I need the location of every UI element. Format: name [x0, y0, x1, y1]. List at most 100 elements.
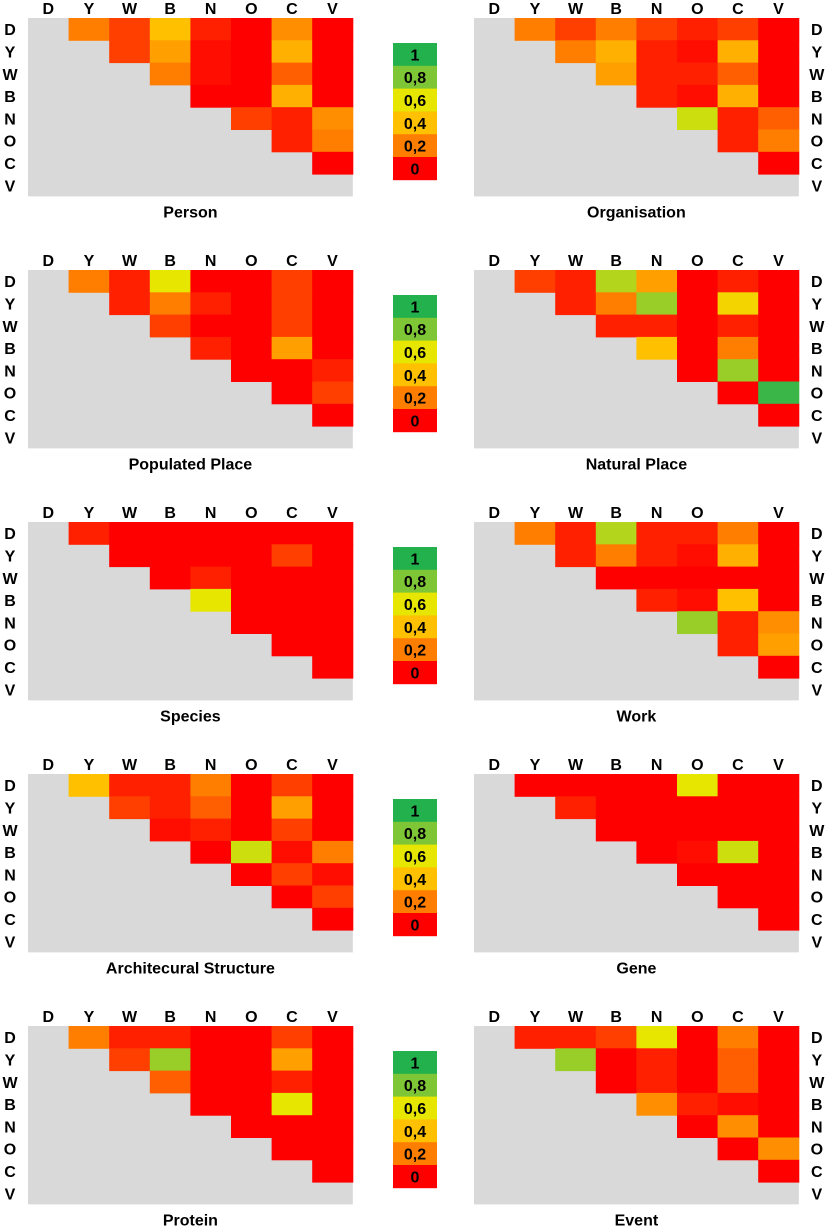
- legend-swatch: [393, 386, 437, 410]
- column-label: D: [43, 1, 55, 18]
- heatmap-cell: [109, 774, 151, 797]
- row-label: B: [811, 89, 823, 106]
- heatmap-cell: [677, 1115, 719, 1138]
- legend-label: 0,4: [404, 116, 426, 133]
- row-label: Y: [811, 296, 822, 313]
- heatmap-cell: [758, 885, 800, 909]
- heatmap-cell: [190, 1070, 232, 1094]
- heatmap-cell: [231, 863, 273, 886]
- column-label: O: [691, 1009, 703, 1026]
- column-label: D: [489, 1, 501, 18]
- heatmap-cell: [636, 818, 678, 842]
- row-label: D: [811, 526, 823, 543]
- heatmap-cell: [555, 1026, 597, 1049]
- heatmap-cell: [636, 62, 678, 86]
- column-label: O: [691, 757, 703, 774]
- heatmap-cell: [555, 774, 597, 797]
- row-label: O: [811, 890, 823, 907]
- heatmap-cell: [758, 796, 800, 820]
- column-label: N: [205, 757, 217, 774]
- column-label: W: [122, 1, 138, 18]
- heatmap-cell: [312, 796, 354, 820]
- heatmap-cell: [271, 1026, 313, 1049]
- heatmap-cell: [109, 40, 151, 64]
- panel-title: Gene: [616, 960, 656, 977]
- heatmap-cell: [758, 1137, 800, 1161]
- heatmap-cell: [231, 566, 273, 590]
- heatmap-cell: [190, 62, 232, 86]
- column-label: B: [610, 1, 622, 18]
- heatmap-cell: [312, 885, 354, 909]
- heatmap-cell: [758, 840, 800, 864]
- heatmap-cell: [595, 62, 637, 86]
- heatmap-cell: [717, 270, 759, 293]
- row-label: V: [811, 178, 822, 195]
- column-label: O: [245, 1009, 257, 1026]
- heatmap-cell: [271, 1137, 313, 1161]
- legend-swatch: [393, 615, 437, 639]
- heatmap-cell: [636, 314, 678, 338]
- heatmap-cell: [231, 336, 273, 360]
- row-label: B: [4, 89, 16, 106]
- row-label: D: [811, 778, 823, 795]
- heatmap-cell: [636, 522, 678, 545]
- heatmap-cell: [595, 18, 637, 41]
- heatmap-cell: [190, 314, 232, 338]
- heatmap-cell: [312, 292, 354, 316]
- column-label: C: [732, 253, 744, 270]
- heatmap-cell: [758, 544, 800, 568]
- heatmap-cell: [149, 314, 191, 338]
- heatmap-cell: [271, 18, 313, 41]
- heatmap-cell: [717, 40, 759, 64]
- column-label: W: [122, 1009, 138, 1026]
- row-label: V: [811, 1186, 822, 1203]
- color-legend: 1 0,8 0,6 0,4 0,2 0: [393, 295, 437, 433]
- heatmap-cell: [271, 633, 313, 657]
- heatmap-cell: [677, 107, 719, 130]
- row-label: O: [811, 1142, 823, 1159]
- heatmap-cell: [190, 336, 232, 360]
- heatmap-cell: [717, 1070, 759, 1094]
- heatmap-cell: [312, 907, 354, 931]
- column-label: D: [489, 1009, 501, 1026]
- heatmap-cell: [271, 840, 313, 864]
- heatmap-cell: [271, 107, 313, 130]
- heatmap-cell: [758, 381, 800, 405]
- heatmap-cell: [312, 62, 354, 86]
- row-label: D: [4, 526, 16, 543]
- legend-swatch: [393, 1142, 437, 1166]
- row-label: C: [4, 912, 16, 929]
- heatmap-cell: [677, 566, 719, 590]
- heatmap-cell: [109, 522, 151, 545]
- column-label: V: [773, 1009, 784, 1026]
- legend-label: 1: [411, 1055, 420, 1072]
- row-label: Y: [811, 548, 822, 565]
- row-label: N: [4, 363, 16, 380]
- heatmap-cell: [271, 796, 313, 820]
- heatmap-cell: [758, 18, 800, 41]
- heatmap-cell: [271, 129, 313, 153]
- panel-title: Event: [615, 1212, 659, 1229]
- legend-swatch: [393, 661, 437, 685]
- row-label: V: [5, 934, 16, 951]
- heatmap-cell: [231, 40, 273, 64]
- heatmap-cell: [149, 566, 191, 590]
- heatmap-cell: [595, 40, 637, 64]
- legend-label: 0: [411, 1169, 420, 1186]
- column-label: D: [489, 253, 501, 270]
- heatmap-cell: [149, 796, 191, 820]
- row-label: N: [4, 1119, 16, 1136]
- column-label: V: [773, 1, 784, 18]
- row-label: C: [811, 660, 823, 677]
- legend-label: 0,2: [404, 139, 426, 156]
- heatmap-cell: [555, 796, 597, 820]
- heatmap-cell: [595, 796, 637, 820]
- column-label: N: [651, 253, 663, 270]
- heatmap-cell: [677, 1026, 719, 1049]
- heatmap-cell: [271, 270, 313, 293]
- row-label: W: [2, 319, 18, 336]
- heatmap-cell: [271, 1070, 313, 1094]
- heatmap-cell: [231, 522, 273, 545]
